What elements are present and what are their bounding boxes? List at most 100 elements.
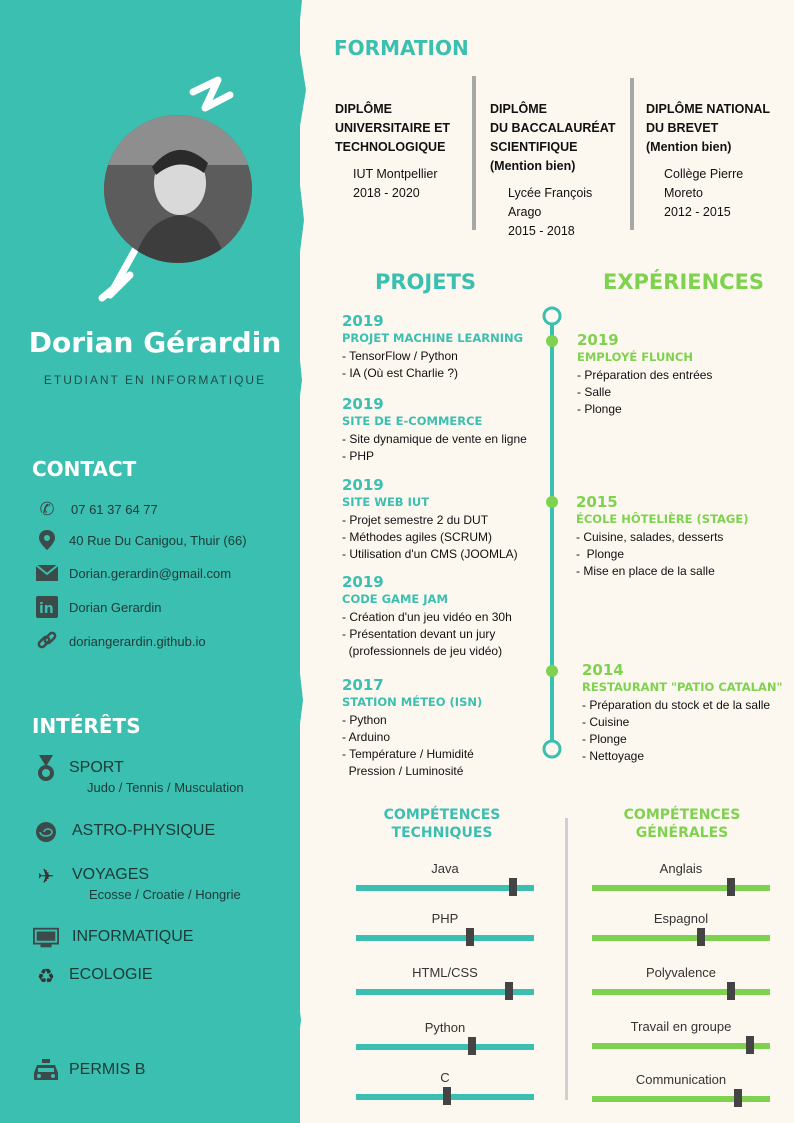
projets-title: PROJETS [375, 270, 477, 294]
project-title: STATION MÉTEO (ISN) [342, 695, 483, 709]
skill-label: Communication [635, 1072, 727, 1087]
formation-item: DIPLÔME NATIONAL DU BREVET (Mention bien… [646, 100, 791, 222]
brush-edge [288, 0, 306, 1123]
project-line: - TensorFlow / Python [342, 349, 458, 363]
linkedin-icon: in [35, 596, 59, 618]
skill-label: Java [431, 861, 459, 876]
formation-degree: DIPLÔME DU BACCALAURÉAT SCIENTIFIQUE [490, 102, 616, 154]
skill-label: PHP [431, 911, 459, 926]
experience-title: ÉCOLE HÔTELIÈRE (STAGE) [576, 512, 749, 526]
skill-level-marker [746, 1036, 755, 1054]
project-title: SITE WEB IUT [342, 495, 430, 509]
svg-text:in: in [39, 601, 54, 617]
skill-bar [356, 885, 534, 891]
skill-row: Anglais [592, 861, 770, 901]
project-item: 2019 SITE WEB IUT - Projet semestre 2 du… [342, 476, 518, 563]
skill-bar [356, 1044, 534, 1050]
experience-line: - Préparation des entrées [577, 368, 713, 382]
profile-name: Dorian Gérardin [28, 326, 282, 359]
project-title: CODE GAME JAM [342, 592, 448, 606]
car-icon [33, 1058, 59, 1084]
skill-level-marker [442, 1087, 451, 1105]
location-pin-icon [35, 529, 59, 551]
experience-item: 2015 ÉCOLE HÔTELIÈRE (STAGE) - Cuisine, … [576, 493, 748, 580]
contact-linkedin[interactable]: in Dorian Gerardin [35, 596, 162, 618]
project-line: - PHP [342, 449, 375, 463]
skill-bar [356, 935, 534, 941]
interest-label: SPORT [69, 759, 124, 776]
skill-row: Java [356, 861, 534, 901]
project-item: 2019 SITE DE E-COMMERCE - Site dynamique… [342, 395, 527, 465]
interest-label: ASTRO-PHYSIQUE [72, 822, 216, 839]
divider [565, 818, 568, 1100]
experiences-title: EXPÉRIENCES [603, 270, 765, 294]
timeline [542, 306, 562, 759]
skill-level-marker [733, 1089, 742, 1107]
contact-linkedin-text: Dorian Gerardin [69, 599, 162, 615]
project-item: 2019 CODE GAME JAM - Création d'un jeu v… [342, 573, 512, 660]
formation-details: IUT Montpellier 2018 - 2020 [353, 167, 438, 200]
project-line: - Méthodes agiles (SCRUM) [342, 530, 493, 544]
interest-label: PERMIS B [69, 1061, 146, 1078]
project-line: - IA (Où est Charlie ?) [342, 366, 459, 380]
interest-detail: Judo / Tennis / Musculation [87, 780, 244, 795]
experience-year: 2014 [582, 661, 624, 679]
contact-phone: ✆ 07 61 37 64 77 [35, 498, 158, 520]
skill-row: Travail en groupe [592, 1019, 770, 1059]
skill-level-marker [465, 928, 474, 946]
skill-level-marker [508, 878, 517, 896]
contact-email-text: Dorian.gerardin@gmail.com [69, 565, 232, 581]
skill-level-marker [726, 982, 735, 1000]
formation-degree: DIPLÔME NATIONAL DU BREVET [646, 102, 771, 135]
experience-line: - Cuisine [582, 715, 630, 729]
skill-row: C [356, 1070, 534, 1110]
project-year: 2019 [342, 476, 384, 494]
skill-row: Python [356, 1020, 534, 1060]
project-line: - Projet semestre 2 du DUT [342, 513, 489, 527]
experience-line: - Nettoyage [582, 749, 645, 763]
skill-level-marker [467, 1037, 476, 1055]
project-line: - Utilisation d'un CMS (JOOMLA) [342, 547, 518, 561]
experience-line: - Salle [577, 385, 612, 399]
project-title: PROJET MACHINE LEARNING [342, 331, 524, 345]
formation-item: DIPLÔME UNIVERSITAIRE ET TECHNOLOGIQUE I… [335, 100, 475, 203]
computer-icon [33, 925, 59, 951]
project-line: - Arduino [342, 730, 391, 744]
skill-level-marker [505, 982, 514, 1000]
skill-row: Communication [592, 1072, 770, 1112]
contact-address-text: 40 Rue Du Canigou, Thuir (66) [69, 532, 247, 548]
experience-line: - Mise en place de la salle [576, 564, 715, 578]
skill-label: Python [424, 1020, 466, 1035]
skill-bar [592, 935, 770, 941]
interest-label: ECOLOGIE [69, 966, 153, 983]
skills-tech-title: COMPÉTENCES TECHNIQUES [383, 807, 501, 841]
experience-line: - Cuisine, salades, desserts [576, 530, 724, 544]
project-line: Pression / Luminosité [342, 764, 464, 778]
project-line: - Python [342, 713, 387, 727]
project-item: 2017 STATION MÉTEO (ISN) - Python - Ardu… [342, 676, 482, 780]
skills-general-title: COMPÉTENCES GÉNÉRALES [623, 807, 741, 841]
skill-bar [592, 1096, 770, 1102]
experience-line: - Plonge [582, 732, 627, 746]
contact-website[interactable]: doriangerardin.github.io [35, 630, 206, 652]
formation-item: DIPLÔME DU BACCALAURÉAT SCIENTIFIQUE (Me… [490, 100, 630, 241]
contact-email[interactable]: Dorian.gerardin@gmail.com [35, 562, 231, 584]
experience-year: 2015 [576, 493, 618, 511]
skill-label: HTML/CSS [412, 965, 478, 980]
skill-label: Anglais [659, 861, 703, 876]
formation-title: FORMATION [334, 36, 469, 60]
skill-label: C [440, 1070, 450, 1085]
phone-icon: ✆ [39, 498, 55, 519]
skill-row: HTML/CSS [356, 965, 534, 1005]
experience-line: - Préparation du stock et de la salle [582, 698, 771, 712]
contact-phone-text: 07 61 37 64 77 [71, 501, 158, 517]
skill-row: PHP [356, 911, 534, 951]
contact-address: 40 Rue Du Canigou, Thuir (66) [35, 529, 247, 551]
mail-icon [35, 562, 59, 584]
skill-row: Espagnol [592, 911, 770, 951]
profile-photo [104, 115, 252, 263]
skill-bar [356, 989, 534, 995]
divider [472, 76, 476, 230]
skill-label: Polyvalence [645, 965, 717, 980]
formation-mention: (Mention bien) [646, 140, 732, 154]
